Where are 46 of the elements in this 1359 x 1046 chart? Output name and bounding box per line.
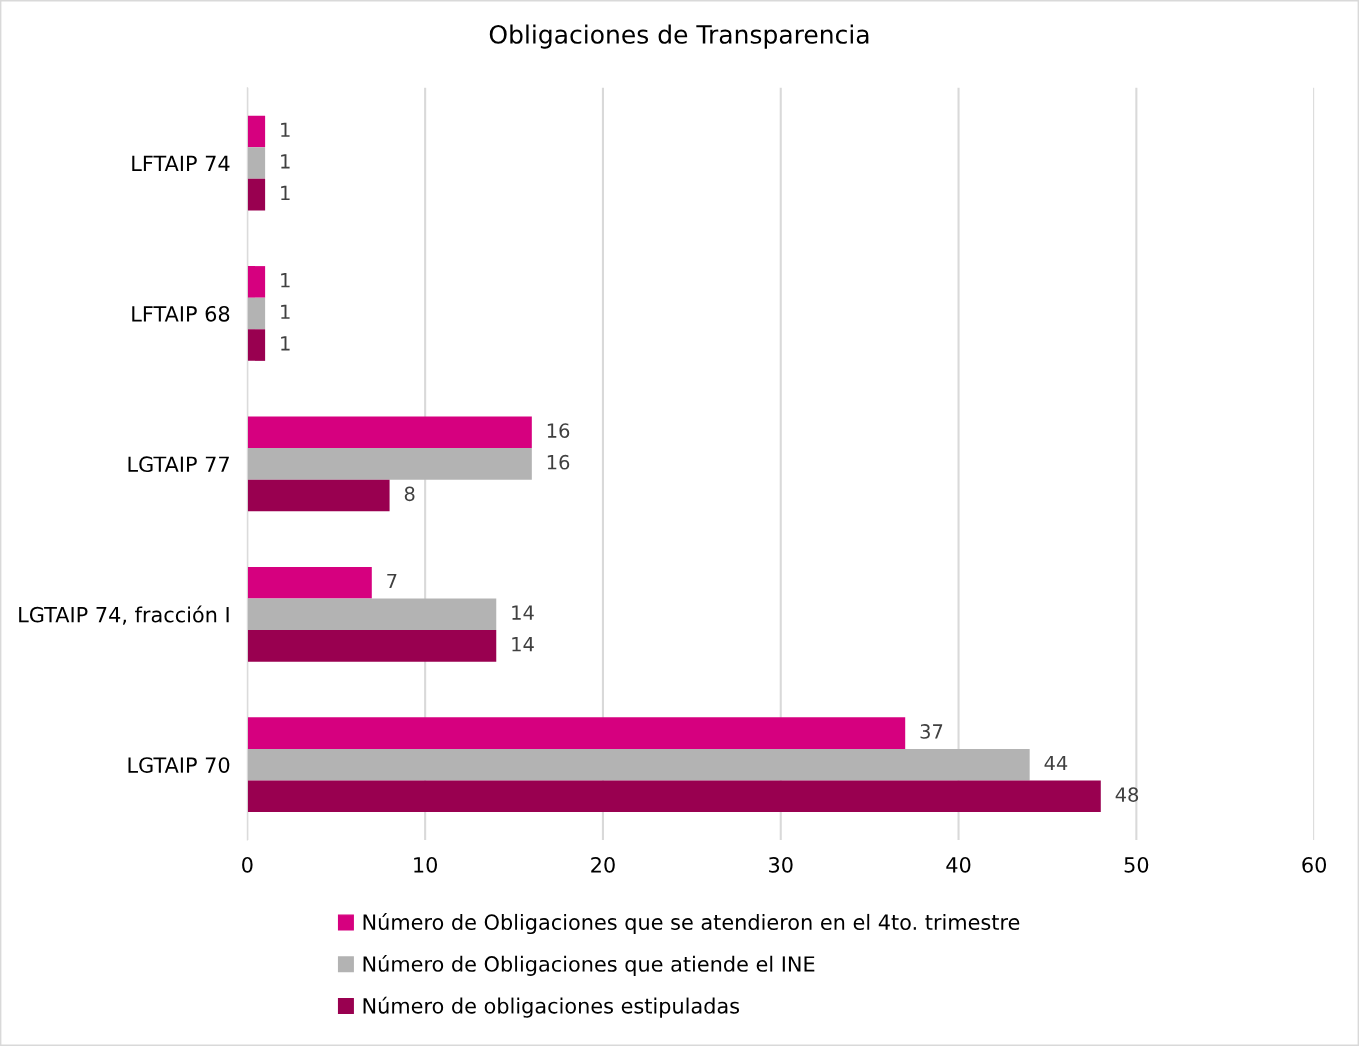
data-label: 7 <box>387 573 397 589</box>
legend-label: Número de obligaciones estipuladas <box>363 996 740 1018</box>
y-tick-label: LGTAIP 74, fracción I <box>19 605 229 625</box>
bar <box>247 630 497 662</box>
data-label: 44 <box>1044 755 1068 771</box>
data-label: 14 <box>512 605 534 620</box>
y-tick-label: LGTAIP 70 <box>128 757 230 773</box>
data-label: 1 <box>281 185 290 201</box>
x-tick-label: 50 <box>1124 856 1149 873</box>
data-label: 1 <box>281 154 290 169</box>
data-label: 1 <box>281 273 290 288</box>
bar <box>247 147 266 179</box>
x-tick-label: 40 <box>946 856 971 873</box>
bar <box>247 717 906 749</box>
x-tick-label: 0 <box>242 856 253 873</box>
data-label: 48 <box>1115 787 1139 802</box>
data-label: 1 <box>281 336 290 351</box>
data-label: 14 <box>512 637 534 652</box>
bar <box>247 329 266 361</box>
x-tick-label: 10 <box>414 856 438 873</box>
legend-label: Número de Obligaciones que se atendieron en el 4to. trimestre <box>363 913 1020 935</box>
data-label: 8 <box>404 486 415 502</box>
bar <box>247 448 532 480</box>
bar <box>247 266 266 298</box>
bar <box>247 178 266 211</box>
x-tick-label: 20 <box>591 856 615 873</box>
data-label: 37 <box>920 724 943 739</box>
legend-label: Número de Obligaciones que atiende el INE <box>363 954 815 976</box>
bar <box>247 115 266 148</box>
data-label: 16 <box>547 454 570 470</box>
y-tick-label: LFTAIP 68 <box>132 305 230 322</box>
bar <box>247 598 497 631</box>
bar <box>247 780 1101 813</box>
y-tick-label: LFTAIP 74 <box>132 155 230 171</box>
bar <box>247 297 266 330</box>
data-label: 16 <box>547 423 570 438</box>
bar <box>247 748 1030 781</box>
bar <box>247 479 390 512</box>
y-tick-label: LGTAIP 77 <box>128 456 229 473</box>
chart-title: Obligaciones de Transparencia <box>489 24 869 49</box>
data-label: 1 <box>281 122 290 137</box>
x-tick-label: 30 <box>769 856 793 873</box>
data-label: 1 <box>281 304 290 319</box>
bar <box>247 416 532 449</box>
bar <box>247 566 372 599</box>
x-tick-label: 60 <box>1302 856 1327 873</box>
